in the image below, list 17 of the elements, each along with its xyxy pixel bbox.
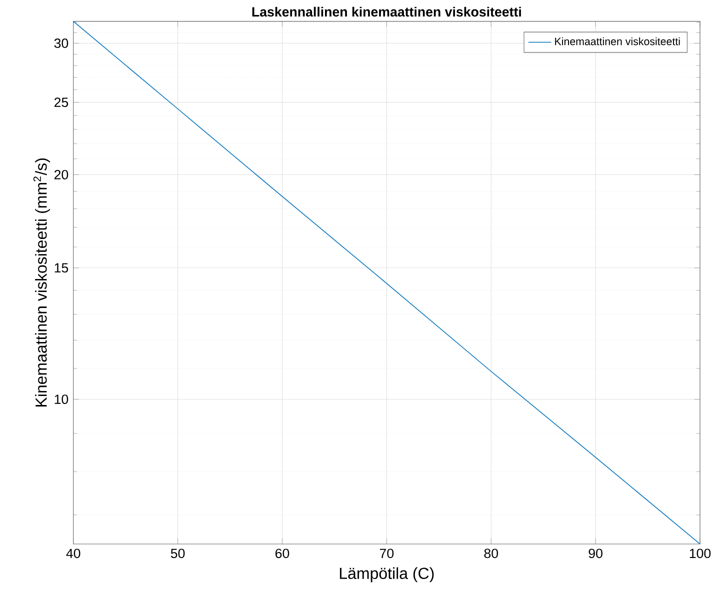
y-tick-label: 30	[54, 38, 68, 48]
x-tick-label: 40	[66, 548, 80, 558]
x-tick-label: 60	[275, 548, 290, 558]
line-series	[73, 21, 700, 544]
y-tick-label: 20	[54, 170, 68, 180]
y-tick-label: 10	[54, 394, 68, 404]
legend-label: Kinemaattinen viskositeetti	[555, 37, 680, 46]
x-tick-label: 90	[588, 548, 602, 558]
x-axis-title: Lämpötila (C)	[340, 567, 434, 582]
x-tick-label: 100	[690, 548, 711, 558]
y-tick-label: 15	[54, 263, 68, 273]
x-tick-label: 70	[380, 548, 394, 558]
y-tick-label: 25	[54, 98, 68, 108]
chart-title: Laskennallinen kinemaattinen viskositeetti	[252, 6, 521, 17]
x-tick-label: 50	[170, 548, 185, 558]
x-tick-label: 80	[484, 548, 498, 558]
y-axis-title: Kinemaattinen viskositeetti (mm$^{2}$/s)	[33, 158, 50, 406]
